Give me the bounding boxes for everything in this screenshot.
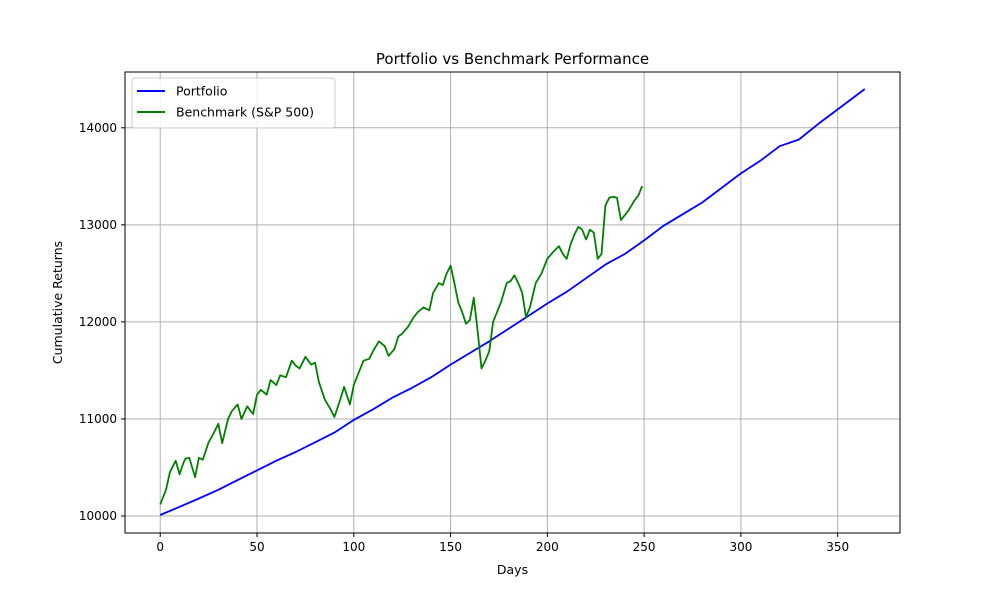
x-tick-label: 150 (439, 540, 462, 554)
y-tick-label: 10000 (79, 509, 117, 523)
x-tick-label: 350 (826, 540, 849, 554)
x-tick-label: 250 (633, 540, 656, 554)
y-tick-label: 13000 (79, 218, 117, 232)
plot-frame (124, 71, 901, 534)
legend-box (131, 77, 336, 129)
legend-label-portfolio: Portfolio (176, 84, 227, 99)
grid-layer (125, 72, 900, 533)
series-line-benchmark (159, 185, 644, 505)
chart-title: Portfolio vs Benchmark Performance (376, 50, 649, 68)
legend: Portfolio Benchmark (S&P 500) (131, 77, 336, 129)
y-tick-label: 12000 (79, 315, 117, 329)
x-axis-label: Days (497, 562, 528, 577)
y-tick-label: 14000 (79, 121, 117, 135)
legend-label-benchmark: Benchmark (S&P 500) (176, 105, 314, 120)
x-tick-label: 50 (249, 540, 264, 554)
x-tick-label: 200 (536, 540, 559, 554)
series-layer (159, 88, 866, 516)
x-tick-label: 300 (729, 540, 752, 554)
y-tick-label: 11000 (79, 412, 117, 426)
x-tick-label: 0 (156, 540, 164, 554)
series-line-portfolio (159, 88, 866, 516)
y-axis-label: Cumulative Returns (50, 241, 65, 364)
x-tick-label: 100 (342, 540, 365, 554)
tick-layer: 0 50 100 150 200 250 300 350 10000 11000 12000 1300… (79, 121, 849, 554)
